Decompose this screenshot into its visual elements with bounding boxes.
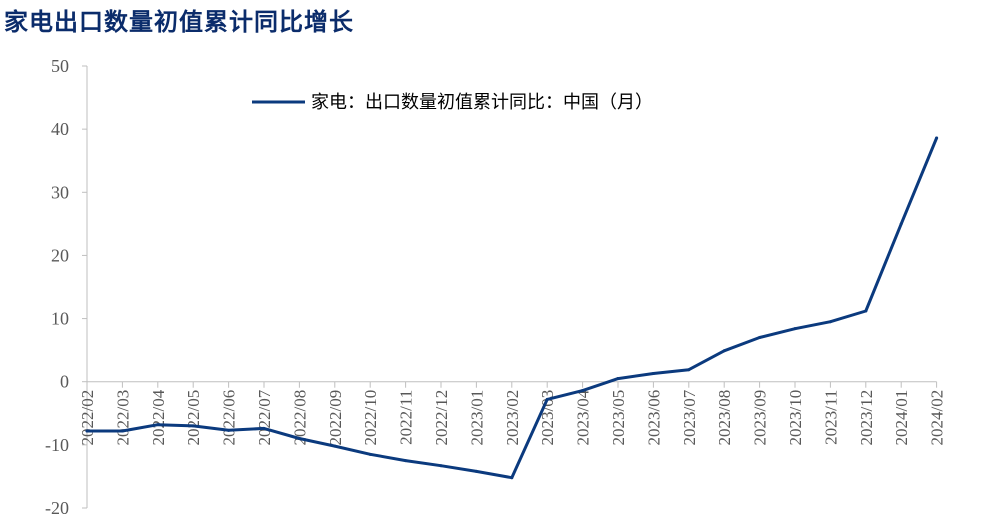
data-point: [333, 444, 337, 448]
x-tick-label: 2023/12: [857, 390, 876, 446]
x-tick-label: 2024/01: [892, 390, 911, 446]
data-point: [935, 136, 939, 140]
series-layer: [85, 136, 939, 480]
data-point: [474, 469, 478, 473]
data-point: [85, 429, 89, 433]
x-tick-label: 2023/10: [786, 390, 805, 446]
data-point: [227, 428, 231, 432]
y-tick-label: -20: [45, 498, 69, 518]
x-tick-label: 2023/01: [467, 390, 486, 446]
y-tick-label: 10: [51, 309, 69, 329]
data-point: [828, 320, 832, 324]
x-tick-label: 2022/05: [184, 390, 203, 446]
x-tick-label: 2023/07: [680, 389, 699, 445]
x-tick-label: 2023/02: [503, 390, 522, 446]
x-tick-label: 2022/08: [290, 390, 309, 446]
x-tick-label: 2022/11: [397, 390, 416, 445]
x-tick-label: 2023/03: [538, 390, 557, 446]
x-tick-label: 2022/07: [255, 389, 274, 445]
y-tick-label: 20: [51, 245, 69, 265]
data-point: [297, 437, 301, 441]
y-tick-label: -10: [45, 435, 69, 455]
x-tick-label: 2022/10: [361, 390, 380, 446]
x-tick-label: 2022/03: [113, 390, 132, 446]
x-tick-label: 2023/08: [715, 390, 734, 446]
data-point: [156, 423, 160, 427]
data-point: [439, 464, 443, 468]
page-title: 家电出口数量初值累计同比增长: [4, 7, 354, 36]
data-point: [545, 397, 549, 401]
x-tick-label: 2022/06: [220, 390, 239, 446]
x-tick-label: 2022/12: [432, 390, 451, 446]
legend-label: 家电：出口数量初值累计同比：中国（月）: [311, 92, 653, 113]
x-tick-label: 2022/04: [149, 389, 168, 445]
data-point: [120, 429, 124, 433]
y-tick-label: 30: [51, 182, 69, 202]
x-tick-label: 2023/11: [821, 390, 840, 445]
data-point: [758, 336, 762, 340]
x-tick-label: 2022/09: [326, 390, 345, 446]
x-tick-label: 2023/09: [751, 390, 770, 446]
data-point: [616, 377, 620, 381]
data-point: [899, 222, 903, 226]
x-axis: 2022/02 2022/03 2022/04 2022/05 2022/06 2022/…: [78, 381, 947, 446]
x-tick-label: 2023/05: [609, 390, 628, 446]
data-point: [262, 426, 266, 430]
y-tick-label: 40: [51, 119, 69, 139]
x-tick-label: 2024/02: [928, 390, 947, 446]
y-tick-label: 50: [51, 56, 69, 76]
data-point: [368, 452, 372, 456]
data-point: [191, 424, 195, 428]
x-tick-label: 2023/06: [644, 390, 663, 446]
data-point: [510, 476, 514, 480]
data-point: [864, 309, 868, 313]
data-point: [722, 349, 726, 353]
data-point: [404, 459, 408, 463]
y-tick-label: 0: [60, 372, 69, 392]
data-point: [687, 368, 691, 372]
x-tick-label: 2023/04: [574, 389, 593, 445]
legend: 家电：出口数量初值累计同比：中国（月）: [252, 92, 653, 113]
x-tick-label: 2022/02: [78, 390, 97, 446]
data-point: [793, 327, 797, 331]
data-point: [651, 372, 655, 376]
data-point: [581, 389, 585, 393]
y-axis: -20 -10 0 10 20 30 40 50: [45, 56, 88, 518]
